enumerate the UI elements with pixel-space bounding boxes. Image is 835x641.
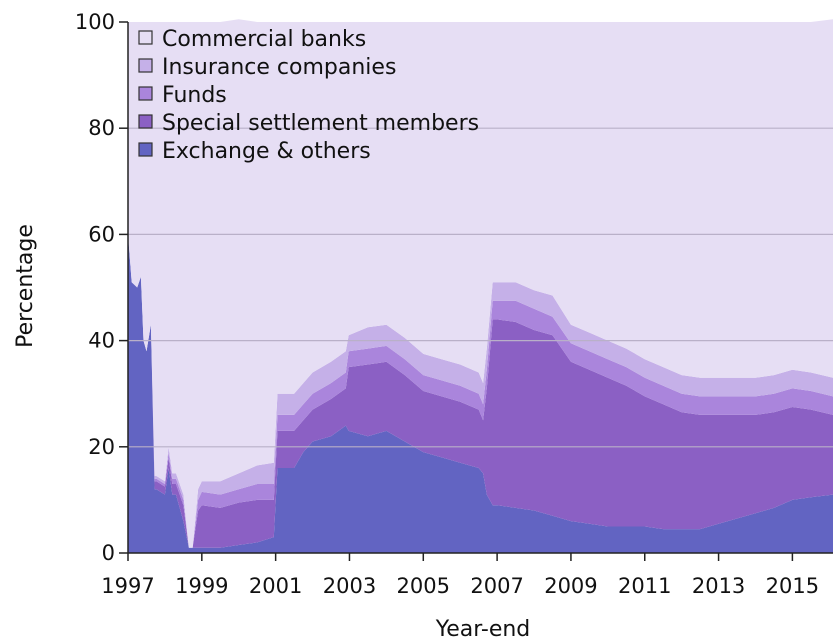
- legend: Commercial banks Insurance companies Funds…: [138, 27, 479, 164]
- area-commercial-banks: [128, 19, 833, 548]
- y-tick-label: 40: [88, 329, 115, 353]
- y-tick-label: 80: [88, 116, 115, 140]
- x-tick-label: 2009: [544, 574, 597, 598]
- x-tick-label: 1999: [175, 574, 228, 598]
- legend-swatch-funds: [138, 86, 153, 101]
- y-tick-label: 100: [75, 10, 115, 34]
- area-special-settlement-members: [128, 234, 833, 548]
- plot-area: [128, 19, 833, 553]
- x-tick-label: 2011: [618, 574, 671, 598]
- y-tick-label: 60: [88, 222, 115, 246]
- legend-swatch-insurance-companies: [138, 58, 153, 73]
- legend-label-commercial-banks: Commercial banks: [162, 27, 366, 52]
- x-tick-label: 2015: [766, 574, 819, 598]
- x-tick-label: 2003: [323, 574, 376, 598]
- axes: 0 20 40 60 80 100 1997 1999 2001 2003 2005 2007 2009…: [75, 10, 833, 598]
- y-tick-label: 0: [102, 541, 115, 565]
- y-axis-label: Percentage: [13, 224, 38, 348]
- y-tick-label: 20: [88, 435, 115, 459]
- legend-label-exchange-and-others: Exchange & others: [162, 139, 371, 164]
- x-tick-label: 2007: [470, 574, 523, 598]
- x-tick-label: 2005: [397, 574, 450, 598]
- legend-swatch-special-settlement-members: [138, 114, 153, 129]
- area-exchange-and-others: [128, 234, 833, 553]
- legend-label-special-settlement-members: Special settlement members: [162, 111, 479, 136]
- gridlines: [128, 127, 833, 448]
- area-insurance-companies: [128, 234, 833, 548]
- x-tick-label: 2013: [692, 574, 745, 598]
- x-axis-label: Year-end: [435, 617, 531, 641]
- x-tick-label: 1997: [101, 574, 154, 598]
- legend-label-funds: Funds: [162, 83, 227, 108]
- legend-swatch-commercial-banks: [138, 30, 153, 45]
- x-tick-label: 2001: [249, 574, 302, 598]
- legend-swatch-exchange-and-others: [138, 142, 153, 157]
- legend-label-insurance-companies: Insurance companies: [162, 55, 396, 80]
